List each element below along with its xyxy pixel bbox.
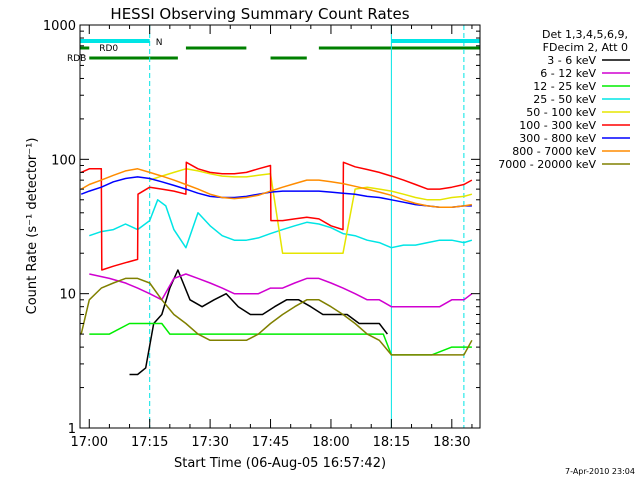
series-line-2 [89, 273, 473, 308]
axes: 1 10 100 1000 17:00 17:15 17:30 17:45 18:00 18:15… [43, 19, 481, 450]
legend-label-2: 6 - 12 keV [540, 67, 596, 80]
series-line-8 [80, 168, 473, 208]
x-tick-label: 17:00 [71, 435, 108, 450]
legend-label-6: 100 - 300 keV [519, 119, 596, 132]
series-line-5 [149, 168, 473, 254]
legend-label-5: 50 - 100 keV [526, 106, 596, 119]
x-tick-label: 17:30 [191, 435, 228, 450]
plot-frame [79, 24, 481, 429]
series-line-7 [80, 176, 472, 208]
y-tick-label: 100 [51, 153, 76, 168]
legend-label-8: 800 - 7000 keV [512, 145, 596, 158]
y-tick-label: 10 [59, 288, 76, 303]
legend-label-7: 300 - 800 keV [519, 132, 596, 145]
series-line-4 [89, 199, 473, 249]
legend-label-9: 7000 - 20000 keV [498, 158, 596, 171]
plot-area: N RD0 RDB [67, 25, 480, 428]
legend-header-line-1: Det 1,3,4,5,6,9, [542, 28, 628, 41]
x-tick-label: 18:15 [373, 435, 410, 450]
y-axis-label: Count Rate (s⁻¹ detector⁻¹) [25, 138, 40, 315]
chart-title: HESSI Observing Summary Count Rates [110, 5, 409, 23]
series-line-9 [80, 277, 473, 356]
series-line-6 [80, 161, 473, 271]
annotation-n-label: N [156, 38, 163, 48]
legend-label-1: 3 - 6 keV [547, 54, 596, 67]
x-tick-label: 17:15 [131, 435, 168, 450]
x-axis-label: Start Time (06-Aug-05 16:57:42) [174, 456, 386, 471]
y-tick-label: 1 [68, 422, 76, 437]
annotation-rdb-label: RDB [67, 54, 86, 64]
x-tick-label: 18:00 [312, 435, 349, 450]
annotation-rd0-label: RD0 [99, 44, 118, 54]
footer-timestamp: 7-Apr-2010 23:04 [565, 467, 635, 476]
legend: Det 1,3,4,5,6,9, FDecim 2, Att 0 3 - 6 k… [498, 28, 630, 171]
legend-header-line-2: FDecim 2, Att 0 [543, 41, 628, 54]
x-tick-label: 18:30 [433, 435, 470, 450]
x-tick-label: 17:45 [252, 435, 289, 450]
series-line-1 [129, 269, 388, 376]
y-tick-label: 1000 [43, 19, 76, 34]
legend-label-4: 25 - 50 keV [533, 93, 596, 106]
legend-label-3: 12 - 25 keV [533, 80, 596, 93]
